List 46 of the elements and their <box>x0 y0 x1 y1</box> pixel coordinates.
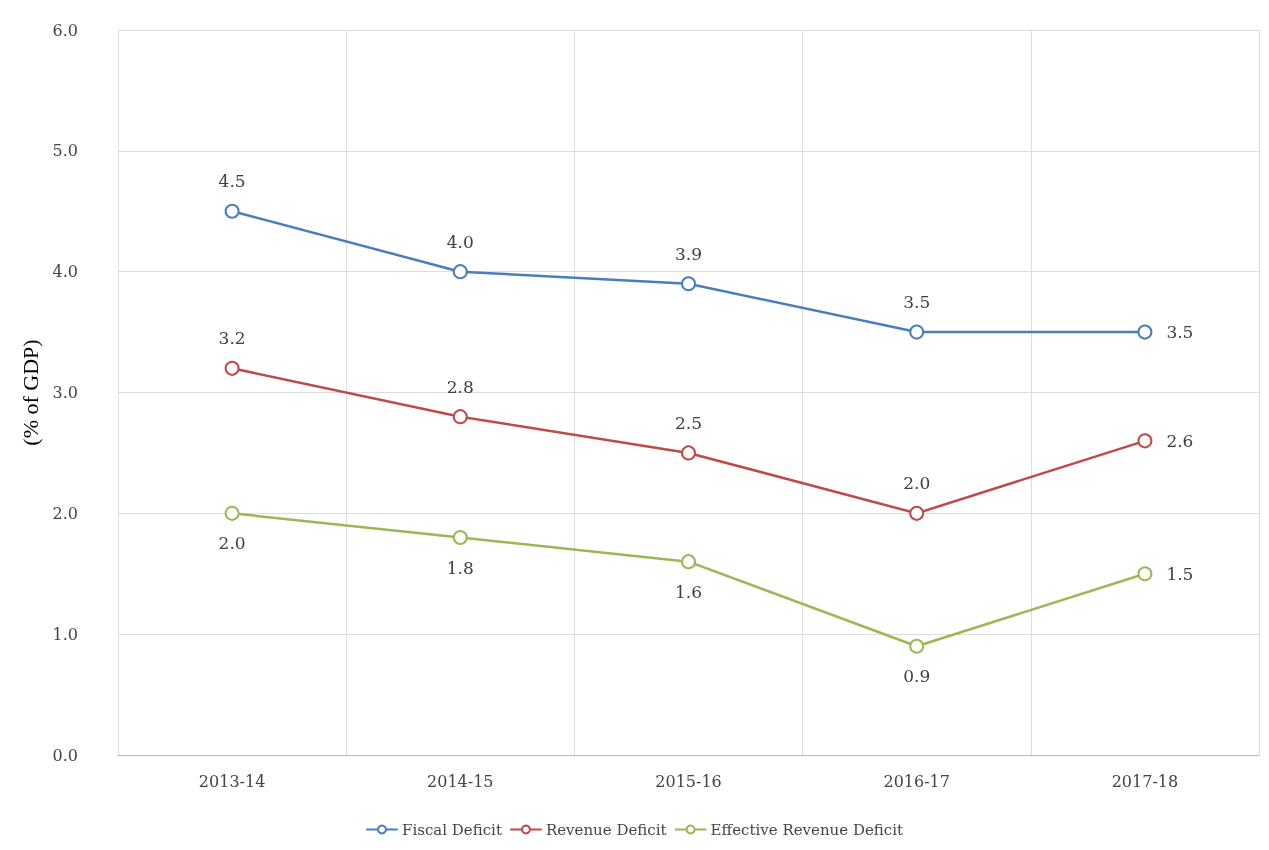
data-label: 2.0 <box>903 473 931 494</box>
y-axis-title: (% of GDP) <box>18 339 44 446</box>
data-label: 4.0 <box>446 231 474 252</box>
y-tick-label: 6.0 <box>52 20 78 40</box>
y-tick-label: 0.0 <box>52 745 78 765</box>
point <box>224 505 240 521</box>
data-label: 2.0 <box>218 533 246 554</box>
point <box>452 264 468 280</box>
point <box>681 554 696 570</box>
point <box>681 445 696 461</box>
data-label: 0.9 <box>903 666 931 687</box>
point <box>452 409 468 425</box>
data-label: 1.8 <box>446 557 474 578</box>
data-label: 2.8 <box>446 376 474 397</box>
y-tick-label: 4.0 <box>52 262 78 282</box>
legend-label: Fiscal Deficit <box>401 820 502 839</box>
point <box>1137 566 1153 582</box>
data-label: 2.5 <box>674 412 703 433</box>
y-tick-label: 1.0 <box>52 624 78 644</box>
x-tick-label: 2014-15 <box>427 771 494 791</box>
data-label: 3.9 <box>674 243 703 264</box>
data-label: 2.6 <box>1166 430 1194 451</box>
data-label: 4.5 <box>218 171 246 192</box>
data-label: 1.6 <box>674 581 703 602</box>
data-label: 1.5 <box>1166 563 1194 584</box>
point <box>909 324 925 340</box>
point <box>1137 324 1153 340</box>
data-label: 3.5 <box>1166 322 1194 343</box>
point <box>452 530 468 545</box>
point <box>224 360 240 376</box>
x-tick-label: 2013-14 <box>198 771 266 791</box>
x-tick-label: 2017-18 <box>1111 771 1179 791</box>
y-tick-label: 5.0 <box>52 141 78 161</box>
point <box>909 638 925 654</box>
legend-label: Revenue Deficit <box>545 820 667 839</box>
y-tick-label: 2.0 <box>52 503 78 523</box>
legend-label: Effective Revenue Deficit <box>710 820 904 839</box>
data-label: 3.2 <box>218 328 246 349</box>
x-tick-label: 2015-16 <box>655 771 722 791</box>
data-label: 3.5 <box>903 292 931 313</box>
point <box>224 203 240 219</box>
point <box>681 276 696 292</box>
point <box>1137 433 1153 449</box>
y-tick-label: 3.0 <box>52 383 78 402</box>
point <box>909 505 925 521</box>
x-tick-label: 2016-17 <box>883 771 950 791</box>
